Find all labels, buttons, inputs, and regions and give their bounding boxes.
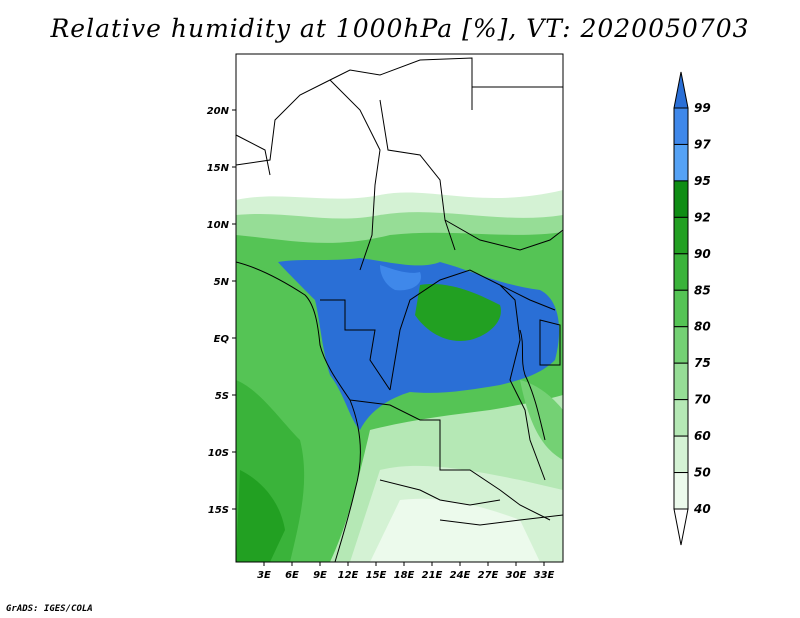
colorbar-level-label: 90	[694, 247, 711, 261]
colorbar-swatch	[673, 472, 689, 510]
colorbar-level-label: 70	[694, 393, 711, 407]
colorbar-swatch	[673, 362, 689, 401]
map-frame	[235, 53, 564, 563]
lon-axis: 3E 6E 9E 12E 15E 18E 21E 24E 27E 30E 33E	[257, 562, 555, 581]
lat-tick-label: 15S	[208, 505, 229, 516]
colorbar-bottom-arrow	[673, 508, 689, 546]
lon-tick-label: 21E	[422, 570, 443, 581]
colorbar-level-label: 60	[694, 429, 711, 443]
humidity-field	[236, 190, 563, 562]
map-title: Relative humidity at 1000hPa [%], VT: 20…	[50, 14, 750, 43]
lon-tick-label: 15E	[366, 570, 387, 581]
colorbar-level-label: 97	[694, 137, 711, 151]
colorbar-level-label: 85	[694, 283, 711, 297]
colorbar-swatch	[673, 143, 689, 182]
country-borders	[236, 57, 563, 562]
credit-label: GrADS: IGES/COLA	[6, 604, 93, 614]
lon-tick-label: 27E	[478, 570, 499, 581]
colorbar-swatch	[673, 399, 689, 437]
colorbar-level-label: 95	[694, 174, 711, 188]
lon-tick-label: 6E	[285, 570, 299, 581]
lat-tick-label: 10N	[207, 220, 230, 231]
lon-tick-label: 9E	[313, 570, 327, 581]
colorbar-swatch	[673, 180, 689, 218]
lon-tick-label: 3E	[257, 570, 271, 581]
colorbar-swatch	[673, 435, 689, 474]
colorbar-level-label: 75	[694, 356, 711, 370]
lat-tick-label: 15N	[207, 163, 230, 174]
lat-tick-label: 5N	[214, 277, 230, 288]
colorbar-level-label: 92	[694, 210, 711, 224]
lat-tick-label: 10S	[208, 448, 229, 459]
colorbar-level-label: 80	[694, 320, 711, 334]
colorbar-swatch	[673, 107, 689, 145]
colorbar-swatch	[673, 289, 689, 328]
lat-tick-label: 20N	[207, 106, 230, 117]
lat-tick-label: EQ	[214, 334, 230, 345]
colorbar-level-label: 99	[694, 101, 711, 115]
colorbar-level-label: 50	[694, 466, 711, 480]
colorbar-swatch	[673, 253, 689, 291]
map-panel	[236, 54, 563, 562]
colorbar-top-arrow	[673, 71, 689, 109]
colorbar-swatch	[673, 216, 689, 255]
lon-tick-label: 18E	[394, 570, 415, 581]
lon-tick-label: 12E	[338, 570, 359, 581]
lat-tick-label: 5S	[215, 391, 229, 402]
colorbar-swatch	[673, 326, 689, 364]
colorbar-level-label: 40	[693, 502, 711, 516]
colorbar: 99 97 95 92 90 85 80 75 70 60 50 40	[673, 71, 711, 546]
lon-tick-label: 24E	[450, 570, 471, 581]
lon-tick-label: 33E	[534, 570, 555, 581]
lon-tick-label: 30E	[506, 570, 527, 581]
lat-axis: 20N 15N 10N 5N EQ 5S 10S 15S	[207, 106, 236, 516]
